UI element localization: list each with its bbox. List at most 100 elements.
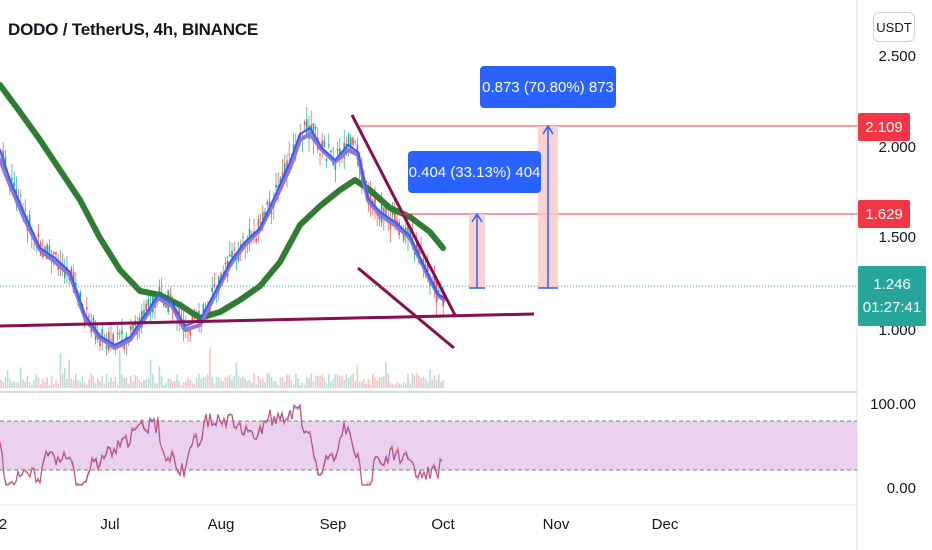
candle-body	[334, 158, 337, 171]
volume-bar	[75, 374, 77, 388]
volume-bar	[273, 380, 275, 388]
candle-body	[231, 250, 233, 258]
wedge-lower-line[interactable]	[357, 266, 455, 350]
volume-bar	[156, 383, 158, 388]
volume-bar	[218, 376, 220, 388]
candle-body	[306, 119, 308, 135]
candle-body	[391, 211, 394, 216]
volume-bar	[431, 379, 433, 388]
volume-bar	[246, 381, 249, 388]
price-label-2109[interactable]: 2.109	[858, 113, 910, 141]
volume-bar	[367, 378, 370, 388]
measure-label-2[interactable]: 0.873 (70.80%) 873	[480, 66, 616, 108]
time-label-nov: Nov	[542, 516, 570, 533]
price-tick-2000: 2.000	[878, 139, 916, 156]
candle-body	[270, 212, 273, 214]
candle-body	[268, 200, 271, 208]
volume-bar	[61, 374, 64, 388]
candle-body	[79, 292, 81, 303]
candle-body	[121, 330, 123, 334]
bar-countdown: 01:27:41	[862, 299, 922, 316]
volume-bar	[299, 384, 301, 388]
volume-bar	[435, 380, 438, 388]
rsi-tick-100: 100.00	[870, 396, 916, 413]
volume-bar	[281, 377, 284, 388]
volume-bar	[242, 376, 244, 388]
volume-bar	[138, 379, 141, 388]
measure-label-1[interactable]: 0.404 (33.13%) 404	[408, 151, 541, 193]
volume-bar	[378, 377, 381, 388]
volume-bar	[178, 380, 180, 388]
volume-bar	[240, 378, 242, 388]
support-trendline[interactable]	[0, 312, 535, 328]
volume-bar	[185, 381, 187, 388]
volume-bar	[141, 382, 143, 388]
candle-body	[101, 329, 103, 339]
volume-bar	[83, 382, 86, 388]
candle-body	[330, 149, 332, 152]
volume-bar	[145, 379, 147, 388]
candle-body	[314, 126, 317, 129]
volume-bar	[59, 352, 62, 388]
volume-bar	[134, 375, 136, 388]
volume-bar	[88, 379, 90, 388]
volume-bar	[213, 383, 216, 388]
candle-body	[86, 307, 88, 310]
price-tick-1000: 1.000	[878, 322, 916, 339]
volume-bar	[112, 381, 114, 388]
candle-body	[110, 339, 112, 341]
candle-body	[88, 315, 90, 318]
volume-bar	[328, 373, 330, 388]
volume-bar	[9, 378, 11, 388]
volume-bars	[0, 347, 444, 388]
symbol-title[interactable]: DODO / TetherUS, 4h, BINANCE	[8, 20, 259, 39]
measure-arrowhead-2	[542, 124, 554, 135]
volume-bar	[209, 347, 211, 388]
volume-bar	[72, 380, 75, 388]
candle-body	[130, 326, 132, 331]
volume-bar	[6, 370, 9, 388]
candle-body	[20, 195, 22, 197]
currency-button[interactable]: USDT	[873, 12, 915, 42]
volume-bar	[427, 381, 429, 388]
volume-bar	[323, 378, 326, 388]
volume-bar	[222, 381, 224, 388]
candle-body	[319, 153, 321, 155]
candle-body	[288, 154, 290, 156]
volume-bar	[361, 381, 363, 388]
price-label-1629[interactable]: 1.629	[858, 200, 910, 228]
volume-bar	[372, 373, 374, 388]
candle-body	[259, 222, 262, 224]
volume-bar	[231, 379, 233, 388]
candle-body	[24, 209, 26, 211]
volume-bar	[204, 377, 207, 388]
volume-bar	[215, 376, 218, 388]
volume-bar	[306, 376, 308, 388]
volume-bar	[416, 373, 418, 388]
volume-bar	[288, 375, 290, 388]
candle-body	[383, 207, 385, 220]
current-price-label[interactable]: 1.246 01:27:41	[858, 266, 926, 326]
candle-body	[242, 236, 244, 238]
candle-body	[169, 293, 172, 297]
volume-bar	[70, 378, 73, 388]
volume-bar	[400, 384, 403, 388]
candle-body	[123, 341, 125, 350]
volume-bar	[110, 377, 112, 388]
volume-bar	[330, 381, 332, 388]
volume-bar	[235, 362, 238, 388]
candle-body	[374, 197, 376, 206]
volume-bar	[275, 380, 277, 388]
volume-bar	[57, 383, 59, 388]
volume-bar	[196, 377, 198, 388]
volume-bar	[398, 383, 400, 388]
volume-bar	[255, 384, 257, 388]
volume-bar	[50, 376, 53, 388]
volume-bar	[0, 379, 2, 388]
wedge-upper-line[interactable]	[350, 114, 458, 318]
volume-bar	[125, 377, 128, 388]
candle-body	[385, 207, 387, 220]
candle-body	[44, 246, 46, 252]
